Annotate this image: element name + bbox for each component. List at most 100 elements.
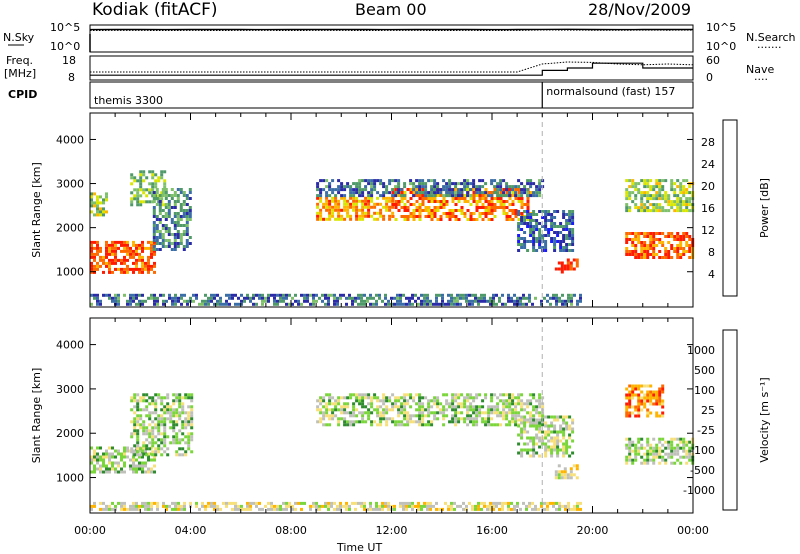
echo-cell <box>664 179 668 183</box>
echo-cell <box>661 384 665 388</box>
echo-cell <box>679 191 683 195</box>
echo-cell <box>382 411 386 415</box>
echo-cell <box>93 501 96 505</box>
echo-cell <box>667 235 671 238</box>
echo-cell <box>391 215 395 218</box>
echo-cell <box>510 296 513 300</box>
echo-cell <box>445 414 449 418</box>
echo-cell <box>523 424 527 428</box>
echo-cell <box>534 507 537 511</box>
echo-cell <box>111 507 114 511</box>
echo-cell <box>148 396 152 400</box>
echo-cell <box>328 182 332 186</box>
echo-cell <box>177 299 180 303</box>
echo-cell <box>435 296 438 300</box>
echo-cell <box>450 296 453 300</box>
echo-cell <box>388 217 392 221</box>
echo-cell <box>523 430 527 434</box>
echo-cell <box>279 504 282 508</box>
echo-cell <box>170 242 174 245</box>
echo-cell <box>364 405 368 409</box>
echo-cell <box>337 408 341 412</box>
echo-cell <box>403 191 407 194</box>
echo-cell <box>276 504 279 508</box>
echo-cell <box>337 423 341 427</box>
echo-cell <box>451 396 455 400</box>
echo-cell <box>273 302 276 306</box>
echo-cell <box>625 253 629 256</box>
echo-cell <box>412 209 416 212</box>
echo-cell <box>135 293 138 297</box>
echo-cell <box>136 438 140 442</box>
echo-cell <box>114 252 117 256</box>
echo-cell <box>478 179 482 183</box>
echo-cell <box>394 203 398 206</box>
echo-cell <box>176 245 180 248</box>
echo-cell <box>147 455 150 459</box>
echo-cell <box>526 182 530 186</box>
y-tick-label: 1000 <box>56 472 84 485</box>
echo-cell <box>448 420 452 424</box>
echo-cell <box>328 396 332 400</box>
echo-cell <box>99 458 102 462</box>
echo-cell <box>469 215 473 218</box>
echo-cell <box>418 209 422 212</box>
echo-cell <box>318 507 321 511</box>
echo-cell <box>529 219 533 222</box>
echo-cell <box>358 399 362 403</box>
echo-cell <box>679 238 683 241</box>
echo-cell <box>355 211 359 215</box>
echo-cell <box>520 393 524 397</box>
echo-cell <box>538 222 542 225</box>
echo-cell <box>343 420 347 424</box>
echo-cell <box>655 197 659 201</box>
echo-cell <box>555 507 558 511</box>
echo-cell <box>514 188 518 191</box>
echo-cell <box>475 423 479 427</box>
echo-cell <box>216 299 219 303</box>
echo-cell <box>667 443 671 447</box>
echo-cell <box>667 194 671 198</box>
echo-cell <box>439 218 443 221</box>
echo-cell <box>141 452 144 456</box>
echo-cell <box>151 194 155 198</box>
echo-cell <box>366 296 369 300</box>
echo-cell <box>517 414 521 418</box>
echo-cell <box>328 393 332 397</box>
echo-cell <box>111 270 114 274</box>
echo-cell <box>195 296 198 300</box>
echo-cell <box>466 405 470 409</box>
echo-cell <box>643 256 647 259</box>
echo-cell <box>397 414 401 418</box>
echo-cell <box>138 467 141 471</box>
echo-cell <box>664 250 668 253</box>
echo-cell <box>96 461 99 465</box>
echo-cell <box>529 402 533 406</box>
echo-cell <box>535 213 539 216</box>
colorbar-tick-label: 24 <box>701 158 715 171</box>
echo-cell <box>484 206 488 209</box>
echo-cell <box>640 437 644 441</box>
echo-cell <box>364 205 368 209</box>
echo-cell <box>90 507 93 511</box>
echo-cell <box>685 455 689 459</box>
echo-cell <box>676 203 680 207</box>
echo-cell <box>520 415 524 419</box>
echo-cell <box>541 396 545 400</box>
echo-cell <box>358 194 362 198</box>
echo-cell <box>337 188 341 192</box>
echo-cell <box>526 191 530 195</box>
echo-cell <box>133 179 137 183</box>
echo-cell <box>360 501 363 505</box>
echo-cell <box>556 451 560 455</box>
echo-cell <box>234 504 237 508</box>
echo-cell <box>179 233 183 236</box>
echo-cell <box>184 453 188 457</box>
echo-cell <box>544 228 548 231</box>
echo-cell <box>493 197 497 200</box>
echo-cell <box>186 302 189 306</box>
echo-cell <box>93 464 96 468</box>
echo-cell <box>505 417 509 421</box>
echo-cell <box>472 200 476 203</box>
